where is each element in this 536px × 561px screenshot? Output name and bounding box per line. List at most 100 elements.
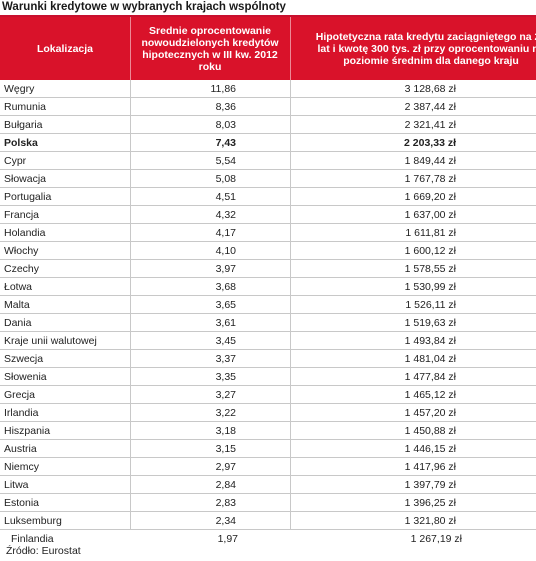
installment-cell: 1 321,80 zł xyxy=(404,515,456,527)
interest-rate-cell: 3,68 xyxy=(215,281,236,293)
column-divider xyxy=(290,116,291,134)
interest-rate-cell: 11,86 xyxy=(210,83,237,95)
column-divider xyxy=(290,278,291,296)
column-divider xyxy=(130,224,131,242)
installment-cell: 1 637,00 zł xyxy=(404,209,456,221)
table-title: Warunki kredytowe w wybranych krajach ws… xyxy=(2,1,286,13)
table-row: Cypr 5,54 1 849,44 zł xyxy=(0,152,536,170)
country-cell: Finlandia xyxy=(11,533,54,545)
table-row: Estonia 2,83 1 396,25 zł xyxy=(0,494,536,512)
table-row: Portugalia 4,51 1 669,20 zł xyxy=(0,188,536,206)
country-cell: Dania xyxy=(4,317,32,329)
column-divider xyxy=(290,188,291,206)
country-cell: Polska xyxy=(4,137,38,149)
table-row: Rumunia 8,36 2 387,44 zł xyxy=(0,98,536,116)
installment-cell: 1 446,15 zł xyxy=(404,443,456,455)
installment-cell: 1 396,25 zł xyxy=(404,497,456,509)
interest-rate-cell: 3,61 xyxy=(215,317,236,329)
installment-cell: 1 457,20 zł xyxy=(404,407,456,419)
interest-rate-cell: 5,08 xyxy=(215,173,236,185)
interest-rate-cell: 3,65 xyxy=(215,299,236,311)
installment-cell: 1 669,20 zł xyxy=(404,191,456,203)
installment-cell: 1 450,88 zł xyxy=(404,425,456,437)
table-row: Czechy 3,97 1 578,55 zł xyxy=(0,260,536,278)
column-divider xyxy=(130,278,131,296)
column-divider xyxy=(290,494,291,512)
header-location: Lokalizacja xyxy=(36,42,94,55)
interest-rate-cell: 3,37 xyxy=(215,353,236,365)
column-divider xyxy=(130,458,131,476)
table-row: Malta 3,65 1 526,11 zł xyxy=(0,296,536,314)
column-divider xyxy=(130,314,131,332)
table-row: Hiszpania 3,18 1 450,88 zł xyxy=(0,422,536,440)
interest-rate-cell: 2,83 xyxy=(215,497,236,509)
column-divider xyxy=(290,512,291,530)
column-divider xyxy=(130,476,131,494)
interest-rate-cell: 2,34 xyxy=(215,515,236,527)
interest-rate-cell: 3,45 xyxy=(215,335,236,347)
country-cell: Cypr xyxy=(4,155,27,167)
column-divider xyxy=(290,152,291,170)
interest-rate-cell: 3,27 xyxy=(215,389,236,401)
installment-cell: 1 493,84 zł xyxy=(404,335,456,347)
table-row: Szwecja 3,37 1 481,04 zł xyxy=(0,350,536,368)
column-divider xyxy=(290,458,291,476)
column-divider xyxy=(130,494,131,512)
table-row: Węgry 11,86 3 128,68 zł xyxy=(0,80,536,98)
column-divider xyxy=(130,188,131,206)
interest-rate-cell: 3,15 xyxy=(215,443,236,455)
installment-cell: 1 767,78 zł xyxy=(404,173,456,185)
country-cell: Szwecja xyxy=(4,353,44,365)
table-row: Bułgaria 8,03 2 321,41 zł xyxy=(0,116,536,134)
interest-rate-cell: 8,03 xyxy=(215,119,236,131)
country-cell: Kraje unii walutowej xyxy=(4,335,97,347)
header-divider xyxy=(130,17,131,80)
country-cell: Litwa xyxy=(4,479,29,491)
country-cell: Rumunia xyxy=(4,101,47,113)
table-row: Francja 4,32 1 637,00 zł xyxy=(0,206,536,224)
column-divider xyxy=(130,80,131,98)
table-row: Irlandia 3,22 1 457,20 zł xyxy=(0,404,536,422)
interest-rate-cell: 1,97 xyxy=(217,533,238,545)
table-row: Słowacja 5,08 1 767,78 zł xyxy=(0,170,536,188)
country-cell: Irlandia xyxy=(4,407,39,419)
interest-rate-cell: 2,84 xyxy=(215,479,236,491)
column-divider xyxy=(290,476,291,494)
table-row: Holandia 4,17 1 611,81 zł xyxy=(0,224,536,242)
interest-rate-cell: 4,10 xyxy=(215,245,236,257)
column-divider xyxy=(130,512,131,530)
column-divider xyxy=(130,368,131,386)
installment-cell: 1 849,44 zł xyxy=(404,155,456,167)
installment-cell: 1 267,19 zł xyxy=(410,533,462,545)
table-row: Słowenia 3,35 1 477,84 zł xyxy=(0,368,536,386)
column-divider xyxy=(130,404,131,422)
table-header: Lokalizacja Srednie oprocentowanie nowou… xyxy=(0,17,536,80)
installment-cell: 2 387,44 zł xyxy=(404,101,456,113)
column-divider xyxy=(130,386,131,404)
interest-rate-cell: 3,22 xyxy=(215,407,236,419)
country-cell: Luksemburg xyxy=(4,515,62,527)
table-row: Polska 7,43 2 203,33 zł xyxy=(0,134,536,152)
interest-rate-cell: 3,97 xyxy=(215,263,236,275)
table-row: Litwa 2,84 1 397,79 zł xyxy=(0,476,536,494)
country-cell: Francja xyxy=(4,209,40,221)
column-divider xyxy=(130,332,131,350)
country-cell: Malta xyxy=(4,299,30,311)
interest-rate-cell: 4,51 xyxy=(215,191,236,203)
country-cell: Austria xyxy=(4,443,37,455)
interest-rate-cell: 4,32 xyxy=(215,209,236,221)
column-divider xyxy=(290,206,291,224)
table-row: Luksemburg 2,34 1 321,80 zł xyxy=(0,512,536,530)
installment-cell: 1 526,11 zł xyxy=(405,299,456,311)
interest-rate-cell: 3,18 xyxy=(215,425,236,437)
column-divider xyxy=(130,134,131,152)
country-cell: Hiszpania xyxy=(4,425,51,437)
column-divider xyxy=(290,368,291,386)
table-row: Austria 3,15 1 446,15 zł xyxy=(0,440,536,458)
interest-rate-cell: 7,43 xyxy=(215,137,236,149)
column-divider xyxy=(130,350,131,368)
country-cell: Holandia xyxy=(4,227,46,239)
country-cell: Bułgaria xyxy=(4,119,43,131)
table-row: Kraje unii walutowej 3,45 1 493,84 zł xyxy=(0,332,536,350)
column-divider xyxy=(290,422,291,440)
